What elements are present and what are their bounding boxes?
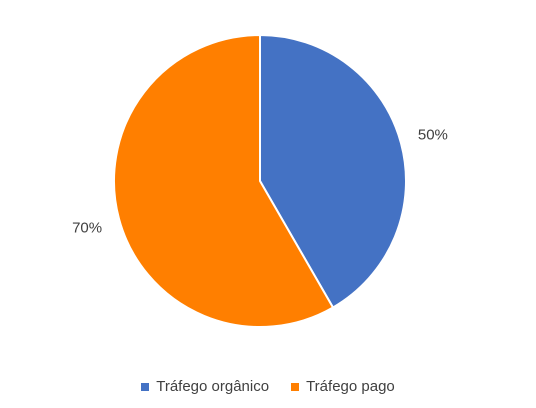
slice-paid bbox=[113, 34, 334, 328]
legend-label-paid: Tráfego pago bbox=[306, 378, 395, 395]
data-label-organic: 50% bbox=[418, 127, 448, 144]
data-label-paid: 70% bbox=[72, 219, 102, 236]
legend-item-paid: Tráfego pago bbox=[291, 378, 395, 395]
pie-slices bbox=[113, 34, 407, 328]
pie-data-labels: 50% 70% bbox=[72, 127, 448, 237]
legend-swatch-paid bbox=[291, 382, 300, 391]
legend-item-organic: Tráfego orgânico bbox=[141, 378, 269, 395]
slice-organic bbox=[259, 34, 407, 309]
legend: Tráfego orgânico Tráfego pago bbox=[0, 378, 536, 395]
legend-label-organic: Tráfego orgânico bbox=[156, 378, 270, 395]
legend-swatch-organic bbox=[141, 382, 150, 391]
